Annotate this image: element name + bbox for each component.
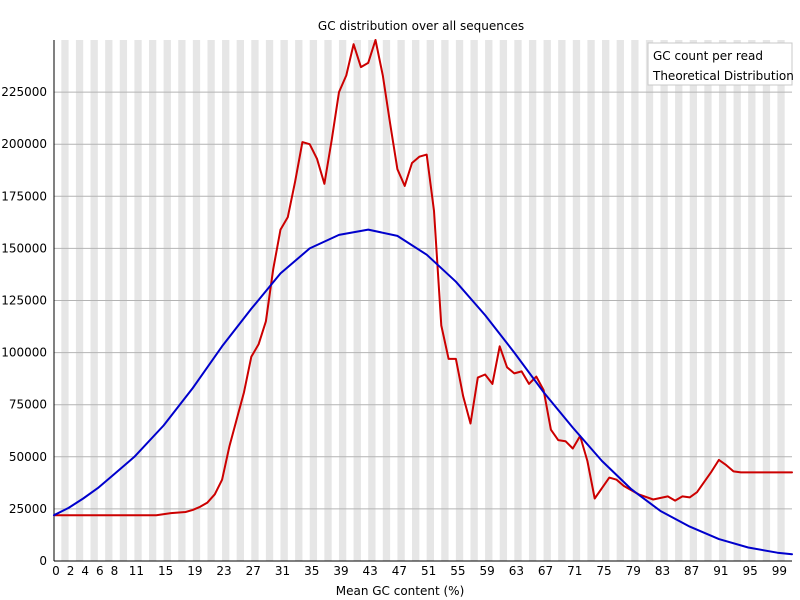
horizontal-gridlines <box>54 91 792 510</box>
y-tick-label: 50000 <box>9 450 47 464</box>
x-tick-label: 87 <box>684 564 699 578</box>
chart-title: GC distribution over all sequences <box>318 19 524 33</box>
x-tick-label: 23 <box>216 564 231 578</box>
y-tick-label: 25000 <box>9 502 47 516</box>
x-tick-label: 19 <box>187 564 202 578</box>
x-tick-label: 15 <box>158 564 173 578</box>
legend-entry-theoretical: Theoretical Distribution <box>652 69 794 83</box>
x-tick-label: 35 <box>304 564 319 578</box>
x-tick-label: 59 <box>479 564 494 578</box>
y-tick-label: 225000 <box>1 85 47 99</box>
series-line-theoretical <box>53 228 793 556</box>
x-axis-tick-labels: 0 2 4 6 8 11 15 19 23 27 31 35 39 43 47 51 55 59 63 67 71 75 7… <box>52 564 787 578</box>
x-tick-label: 2 <box>67 564 75 578</box>
x-tick-label: 75 <box>596 564 611 578</box>
x-tick-label: 11 <box>129 564 144 578</box>
x-tick-label: 47 <box>392 564 407 578</box>
x-tick-label: 95 <box>743 564 758 578</box>
data-series-lines <box>53 39 793 556</box>
legend-entry-gc-count: GC count per read <box>653 49 763 63</box>
x-tick-label: 43 <box>363 564 378 578</box>
x-tick-label: 31 <box>275 564 290 578</box>
x-tick-label: 63 <box>509 564 524 578</box>
x-tick-label: 99 <box>772 564 787 578</box>
x-tick-label: 71 <box>567 564 582 578</box>
x-axis-label: Mean GC content (%) <box>336 584 465 598</box>
y-tick-label: 125000 <box>1 294 47 308</box>
x-tick-label: 0 <box>52 564 60 578</box>
x-tick-label: 51 <box>421 564 436 578</box>
x-tick-label: 83 <box>655 564 670 578</box>
legend: GC count per read Theoretical Distributi… <box>647 42 794 86</box>
y-tick-label: 150000 <box>1 241 47 255</box>
series-line-gc-count <box>53 39 793 517</box>
x-tick-label: 91 <box>713 564 728 578</box>
x-tick-label: 27 <box>246 564 261 578</box>
legend-box <box>647 42 793 86</box>
y-tick-label: 175000 <box>1 189 47 203</box>
y-tick-label: 0 <box>39 554 47 568</box>
x-tick-label: 67 <box>538 564 553 578</box>
x-tick-label: 79 <box>626 564 641 578</box>
x-tick-label: 39 <box>333 564 348 578</box>
y-axis-tick-labels: 0 25000 50000 75000 100000 125000 150000 175000… <box>1 85 47 568</box>
y-tick-label: 75000 <box>9 398 47 412</box>
x-tick-label: 55 <box>450 564 465 578</box>
y-tick-label: 200000 <box>1 137 47 151</box>
x-tick-label: 4 <box>81 564 89 578</box>
y-tick-label: 100000 <box>1 346 47 360</box>
x-tick-label: 6 <box>96 564 104 578</box>
x-tick-label: 8 <box>111 564 119 578</box>
